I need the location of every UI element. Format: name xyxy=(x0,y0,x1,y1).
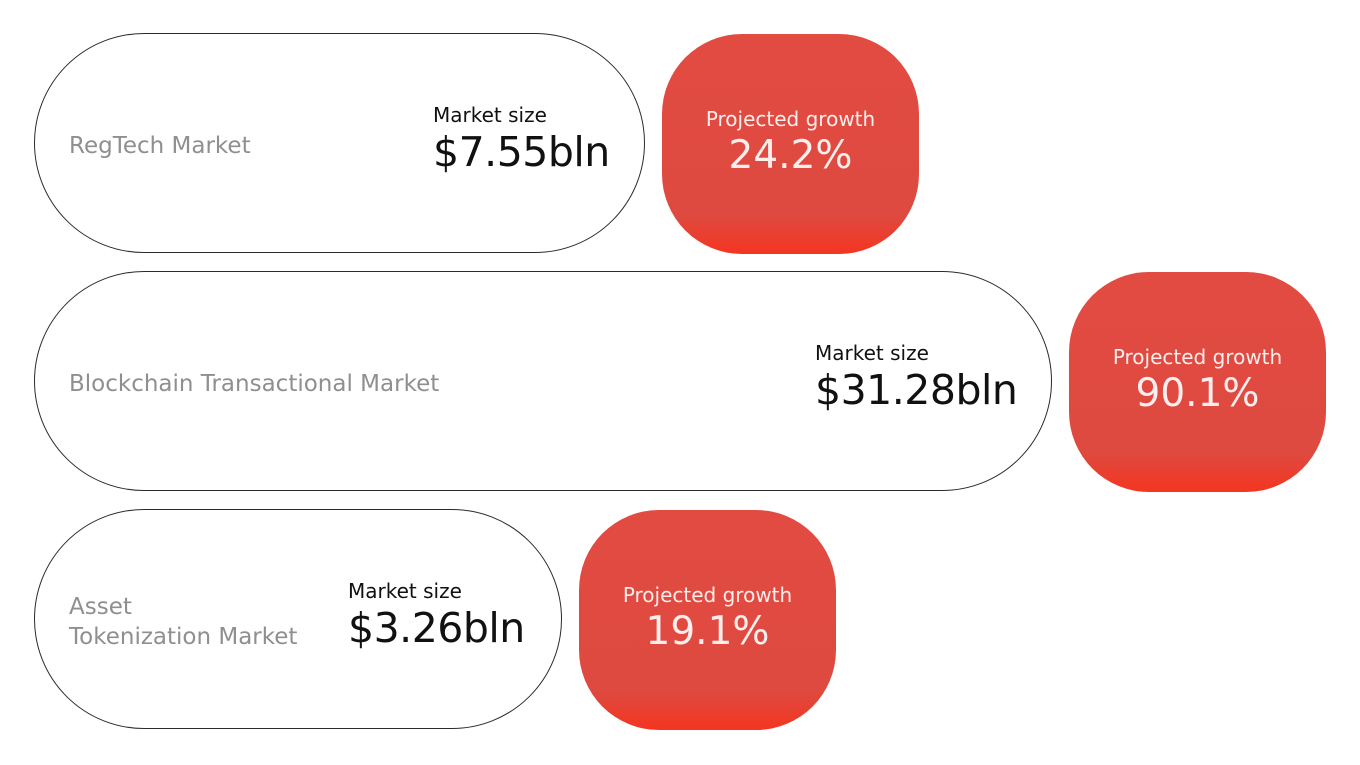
projected-growth-value: 90.1% xyxy=(1135,371,1260,416)
market-card: RegTech Market Market size $7.55bln xyxy=(34,33,645,253)
projected-growth-value: 19.1% xyxy=(645,609,770,654)
market-size-block: Market size $31.28bln xyxy=(815,340,1018,414)
projected-growth-value: 24.2% xyxy=(728,133,853,178)
market-card: Asset Tokenization Market Market size $3… xyxy=(34,509,562,729)
market-name: Asset Tokenization Market xyxy=(69,594,298,650)
market-size-value: $7.55bln xyxy=(433,128,610,176)
market-size-label: Market size xyxy=(815,341,929,365)
projected-growth-badge: Projected growth 90.1% xyxy=(1069,272,1326,492)
projected-growth-badge: Projected growth 24.2% xyxy=(662,34,919,254)
projected-growth-badge: Projected growth 19.1% xyxy=(579,510,836,730)
market-name: Blockchain Transactional Market xyxy=(69,371,440,397)
market-card: Blockchain Transactional Market Market s… xyxy=(34,271,1052,491)
market-name: RegTech Market xyxy=(69,133,251,159)
market-size-block: Market size $3.26bln xyxy=(348,578,525,652)
market-size-label: Market size xyxy=(348,579,462,603)
market-size-value: $3.26bln xyxy=(348,604,525,652)
market-size-block: Market size $7.55bln xyxy=(433,102,610,176)
projected-growth-label: Projected growth xyxy=(622,583,793,607)
market-size-label: Market size xyxy=(433,103,547,127)
projected-growth-label: Projected growth xyxy=(1112,345,1283,369)
projected-growth-label: Projected growth xyxy=(705,107,876,131)
market-size-value: $31.28bln xyxy=(815,366,1018,414)
